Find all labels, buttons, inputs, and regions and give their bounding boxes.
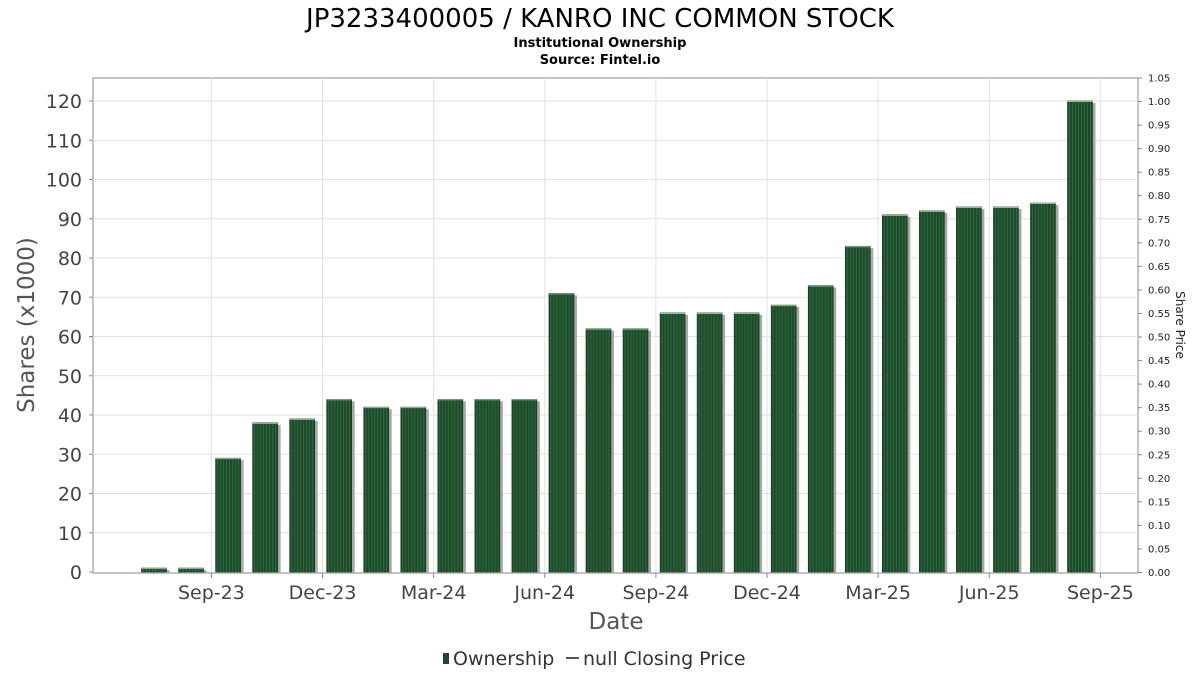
y-tick-label: 20 bbox=[58, 484, 82, 506]
y-tick-label: 40 bbox=[58, 405, 82, 427]
y-tick-label: 60 bbox=[58, 327, 82, 349]
y-tick-label: 80 bbox=[58, 248, 82, 270]
bar bbox=[956, 206, 982, 573]
bar bbox=[511, 398, 538, 573]
legend-ownership-label: Ownership bbox=[453, 648, 554, 670]
y-tick-label: 30 bbox=[58, 444, 82, 466]
y-tick-label: 10 bbox=[58, 523, 82, 545]
right-tick-label: 1.05 bbox=[1148, 74, 1170, 85]
bar bbox=[659, 312, 686, 573]
right-tick-label: 0.55 bbox=[1148, 309, 1170, 320]
x-tick-label: Jun-25 bbox=[958, 582, 1020, 604]
x-axis-label: Date bbox=[589, 609, 644, 635]
bar bbox=[1030, 202, 1056, 573]
bar bbox=[585, 328, 612, 573]
right-tick-label: 0.45 bbox=[1148, 356, 1170, 367]
right-axis-label: Share Price bbox=[1173, 291, 1187, 359]
right-tick-label: 0.15 bbox=[1148, 497, 1170, 508]
y-tick-label: 50 bbox=[58, 366, 82, 388]
right-tick-label: 0.90 bbox=[1148, 144, 1170, 155]
y-tick-label: 100 bbox=[46, 170, 82, 192]
chart-source: Source: Fintel.io bbox=[540, 53, 661, 68]
bar bbox=[770, 304, 797, 573]
x-tick-label: Mar-25 bbox=[845, 582, 911, 604]
right-tick-label: 0.35 bbox=[1148, 403, 1170, 414]
y-tick-label: 0 bbox=[70, 562, 82, 584]
right-tick-label: 0.20 bbox=[1148, 474, 1170, 485]
bar bbox=[919, 210, 945, 573]
bar bbox=[1067, 100, 1093, 573]
x-tick-label: Dec-23 bbox=[289, 582, 357, 604]
right-tick-label: 0.95 bbox=[1148, 121, 1170, 132]
right-tick-label: 0.00 bbox=[1148, 568, 1170, 579]
right-tick-label: 0.85 bbox=[1148, 168, 1170, 179]
chart-subtitle: Institutional Ownership bbox=[514, 36, 687, 51]
bar bbox=[326, 398, 353, 573]
x-tick-label: Dec-24 bbox=[733, 582, 801, 604]
bar bbox=[733, 312, 760, 573]
bar bbox=[807, 285, 834, 573]
bar-series bbox=[141, 100, 1096, 574]
chart-title: JP3233400005 / KANRO INC COMMON STOCK bbox=[304, 4, 895, 34]
bar bbox=[993, 206, 1019, 573]
legend-ownership-swatch bbox=[443, 653, 449, 664]
x-tick-label: Sep-24 bbox=[622, 582, 689, 604]
right-tick-label: 0.05 bbox=[1148, 544, 1170, 555]
x-axis-ticks: Sep-23 Dec-23 Mar-24 Jun-24 Sep-24 Dec-24 Mar-… bbox=[178, 573, 1134, 604]
bar bbox=[363, 406, 390, 573]
y-tick-label: 120 bbox=[46, 91, 82, 113]
y-tick-label: 110 bbox=[46, 130, 82, 152]
y-tick-label: 90 bbox=[58, 209, 82, 231]
bar bbox=[437, 398, 464, 573]
right-tick-label: 0.80 bbox=[1148, 191, 1170, 202]
right-tick-label: 0.50 bbox=[1148, 333, 1170, 344]
y-axis-label: Shares (x1000) bbox=[14, 237, 40, 413]
right-tick-label: 0.60 bbox=[1148, 285, 1170, 296]
right-tick-label: 0.10 bbox=[1148, 521, 1170, 532]
bar bbox=[696, 312, 723, 573]
right-tick-label: 0.25 bbox=[1148, 450, 1170, 461]
bar bbox=[881, 214, 908, 573]
right-tick-label: 0.65 bbox=[1148, 262, 1170, 273]
bar bbox=[474, 398, 501, 573]
right-tick-label: 0.40 bbox=[1148, 380, 1170, 391]
bar bbox=[548, 293, 575, 573]
x-tick-label: Sep-25 bbox=[1067, 582, 1134, 604]
right-tick-label: 0.30 bbox=[1148, 427, 1170, 438]
legend: Ownership null Closing Price bbox=[443, 648, 746, 670]
left-axis-ticks: 0 10 20 30 40 50 60 70 80 90 100 110 120 bbox=[46, 91, 93, 584]
bar bbox=[622, 328, 649, 573]
bar bbox=[252, 422, 278, 573]
x-tick-label: Jun-24 bbox=[513, 582, 575, 604]
bar bbox=[844, 245, 871, 573]
right-tick-label: 1.00 bbox=[1148, 97, 1170, 108]
bar bbox=[289, 418, 315, 573]
right-tick-label: 0.75 bbox=[1148, 215, 1170, 226]
right-axis-ticks: 0.00 0.05 0.10 0.15 0.20 0.25 0.30 0.35 0.40 0.45… bbox=[1138, 74, 1170, 579]
y-tick-label: 70 bbox=[58, 287, 82, 309]
x-tick-label: Mar-24 bbox=[401, 582, 467, 604]
x-tick-label: Sep-23 bbox=[178, 582, 245, 604]
right-tick-label: 0.70 bbox=[1148, 238, 1170, 249]
bar bbox=[215, 457, 241, 573]
bar bbox=[400, 406, 427, 573]
legend-price-label: null Closing Price bbox=[583, 648, 746, 670]
vertical-gridlines bbox=[210, 78, 1101, 572]
